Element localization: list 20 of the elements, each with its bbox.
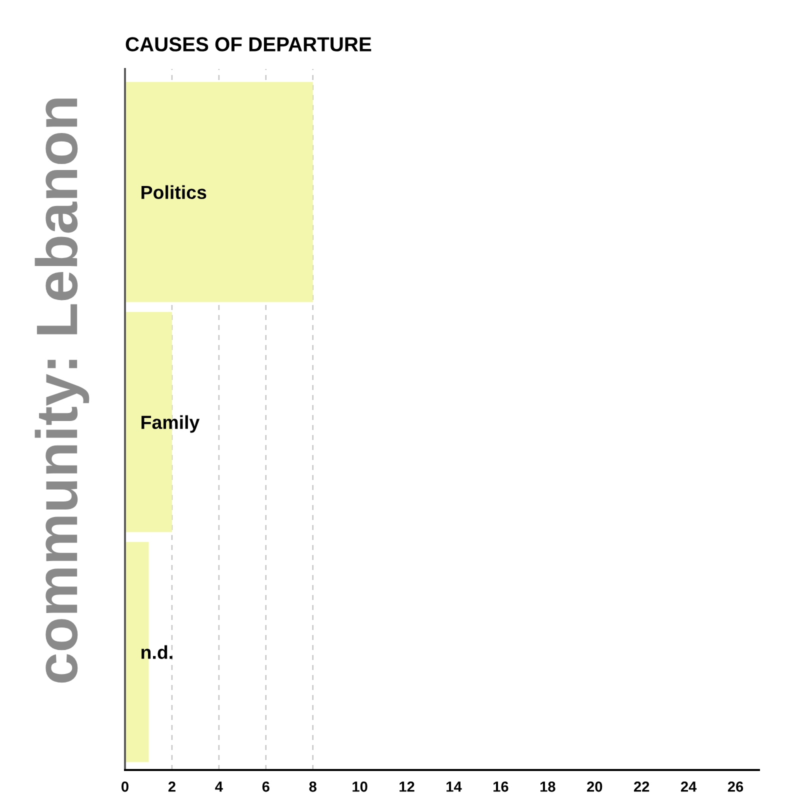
y-tick-label: Family bbox=[142, 415, 200, 433]
x-tick-label: 4 bbox=[215, 782, 223, 792]
y-axis-title: community: Lebanon bbox=[34, 98, 90, 683]
x-tick-label: 14 bbox=[446, 782, 462, 792]
x-tick-label: 18 bbox=[540, 781, 556, 792]
x-tick-label: 6 bbox=[262, 781, 270, 792]
x-tick-label: 2 bbox=[168, 781, 176, 792]
x-tick-label: 20 bbox=[587, 781, 602, 792]
x-tick-label: 26 bbox=[728, 781, 744, 792]
x-tick-label: 8 bbox=[309, 781, 316, 792]
x-tick-label: 12 bbox=[400, 781, 414, 792]
x-tick-label: 22 bbox=[634, 781, 650, 792]
chart-title: CAUSES OF DEPARTURE bbox=[126, 37, 372, 52]
x-tick-label: 10 bbox=[352, 781, 368, 792]
bar bbox=[125, 82, 313, 302]
x-tick-label: 16 bbox=[494, 781, 508, 792]
y-tick-label: n.d. bbox=[142, 645, 172, 659]
x-tick-label: 24 bbox=[680, 781, 697, 792]
x-tick-label: 0 bbox=[122, 781, 128, 792]
y-tick-label: Politics bbox=[142, 185, 206, 200]
